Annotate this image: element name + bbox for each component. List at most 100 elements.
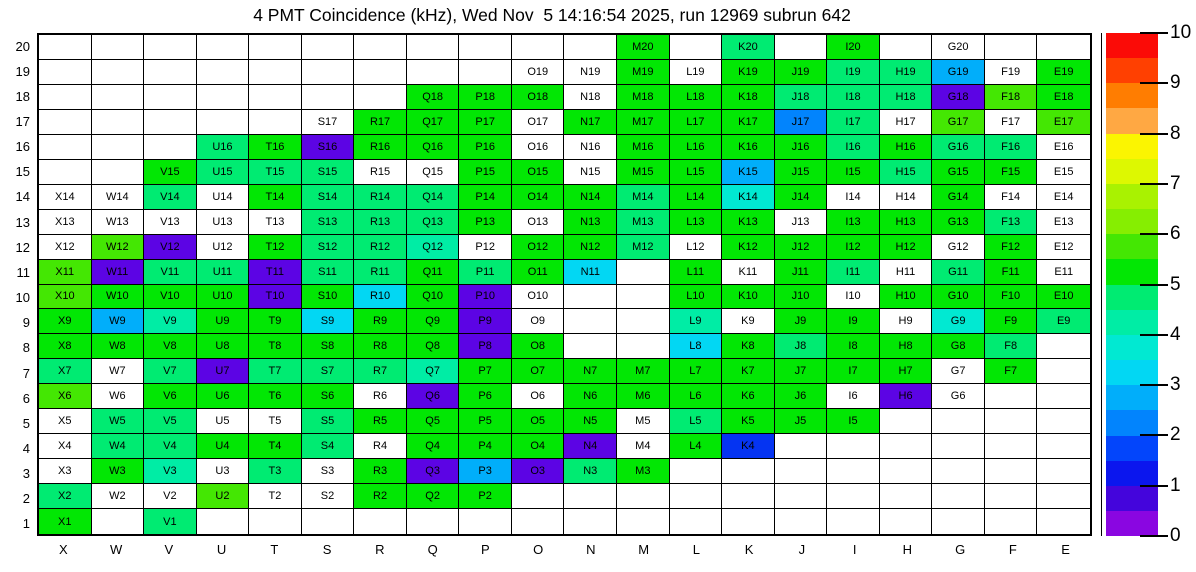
- grid-cell: S4: [301, 434, 355, 460]
- grid-cell: F11: [984, 259, 1038, 285]
- grid-cell: K7: [722, 359, 775, 385]
- grid-cell: [827, 459, 880, 485]
- colorbar-tick: [1140, 132, 1168, 135]
- grid-cell: W13: [91, 209, 145, 235]
- grid-cell: W11: [91, 259, 145, 285]
- grid-cell: S12: [301, 234, 355, 260]
- grid-cell: [932, 484, 985, 510]
- grid-cell: F12: [984, 234, 1038, 260]
- grid-cell: I10: [827, 284, 880, 310]
- grid-cell: T3: [249, 459, 302, 485]
- row-label: 3: [22, 466, 30, 482]
- grid-cell: [617, 284, 670, 310]
- grid-cell: [91, 84, 145, 110]
- column-label: O: [533, 542, 544, 557]
- grid-cell: W14: [91, 184, 145, 210]
- grid-cell: Q5: [406, 409, 460, 435]
- grid-cell: P18: [459, 84, 512, 110]
- grid-cell: Q18: [406, 84, 460, 110]
- colorbar-tick-label: 10: [1170, 22, 1192, 43]
- grid-cell: J9: [774, 309, 828, 335]
- grid-cell: T16: [249, 134, 302, 160]
- grid-cell: [879, 459, 933, 485]
- grid-cell: L9: [669, 309, 723, 335]
- grid-cell: I6: [827, 384, 880, 410]
- grid-cell: S11: [301, 259, 355, 285]
- grid-cell: T6: [249, 384, 302, 410]
- grid-cell: W4: [91, 434, 145, 460]
- grid-cell: V15: [144, 159, 197, 185]
- grid-cell: H15: [879, 159, 933, 185]
- grid-cell: W6: [91, 384, 145, 410]
- grid-cell: S14: [301, 184, 355, 210]
- grid-cell: T15: [249, 159, 302, 185]
- grid-cell: R3: [354, 459, 407, 485]
- grid-cell: J12: [774, 234, 828, 260]
- grid-cell: K4: [722, 434, 775, 460]
- grid-cell: N15: [564, 159, 618, 185]
- grid-cell: S5: [301, 409, 355, 435]
- grid-cell: P10: [459, 284, 512, 310]
- grid-cell: E13: [1037, 209, 1090, 235]
- grid-cell: O6: [511, 384, 565, 410]
- grid-cell: K12: [722, 234, 775, 260]
- grid-cell: [144, 134, 197, 160]
- row-label: 19: [15, 63, 30, 79]
- grid-cell: W8: [91, 334, 145, 360]
- grid-cell: P8: [459, 334, 512, 360]
- row-label: 8: [22, 340, 30, 356]
- grid-cell: N6: [564, 384, 618, 410]
- colorbar-segment: [1106, 385, 1158, 411]
- grid-cell: [196, 509, 250, 534]
- colorbar-tick-label: 6: [1170, 223, 1181, 245]
- grid-cell: M18: [617, 84, 670, 110]
- grid-cell: S9: [301, 309, 355, 335]
- colorbar-segment: [1106, 33, 1158, 59]
- grid-cell: L13: [669, 209, 723, 235]
- grid-cell: L14: [669, 184, 723, 210]
- grid-cell: T12: [249, 234, 302, 260]
- grid-cell: U15: [196, 159, 250, 185]
- grid-cell: X11: [39, 259, 92, 285]
- column-label: I: [852, 542, 857, 557]
- grid-cell: P14: [459, 184, 512, 210]
- grid-cell: [827, 509, 880, 534]
- grid-cell: H12: [879, 234, 933, 260]
- row-label: 1: [22, 516, 30, 532]
- colorbar-tick-label: 2: [1170, 424, 1181, 446]
- grid-cell: X12: [39, 234, 92, 260]
- grid-cell: L5: [669, 409, 723, 435]
- grid-cell: [564, 35, 618, 60]
- grid-cell: [39, 159, 92, 185]
- grid-cell: [144, 59, 197, 85]
- grid-cell: I9: [827, 309, 880, 335]
- grid-cell: Q10: [406, 284, 460, 310]
- grid-cell: K11: [722, 259, 775, 285]
- grid-cell: K20: [722, 35, 775, 60]
- grid-cell: E17: [1037, 109, 1090, 135]
- grid-cell: S17: [301, 109, 355, 135]
- colorbar-segment: [1106, 410, 1158, 436]
- grid-cell: V2: [144, 484, 197, 510]
- grid-cell: [984, 484, 1038, 510]
- grid-cell: N13: [564, 209, 618, 235]
- grid-cell: V4: [144, 434, 197, 460]
- grid-cell: P6: [459, 384, 512, 410]
- grid-cell: Q3: [406, 459, 460, 485]
- grid-cell: W9: [91, 309, 145, 335]
- grid-cell: U10: [196, 284, 250, 310]
- colorbar-tick: [1140, 82, 1168, 85]
- grid-cell: G14: [932, 184, 985, 210]
- grid-cell: Q15: [406, 159, 460, 185]
- colorbar-segment: [1106, 334, 1158, 361]
- column-label: E: [1061, 542, 1070, 557]
- grid-cell: G6: [932, 384, 985, 410]
- row-label: 10: [15, 290, 30, 306]
- grid-cell: T8: [249, 334, 302, 360]
- grid-cell: X1: [39, 509, 92, 534]
- row-label: 4: [22, 440, 30, 456]
- grid-cell: R15: [354, 159, 407, 185]
- grid-cell: G20: [932, 35, 985, 60]
- grid-cell: M19: [617, 59, 670, 85]
- grid-cell: [196, 109, 250, 135]
